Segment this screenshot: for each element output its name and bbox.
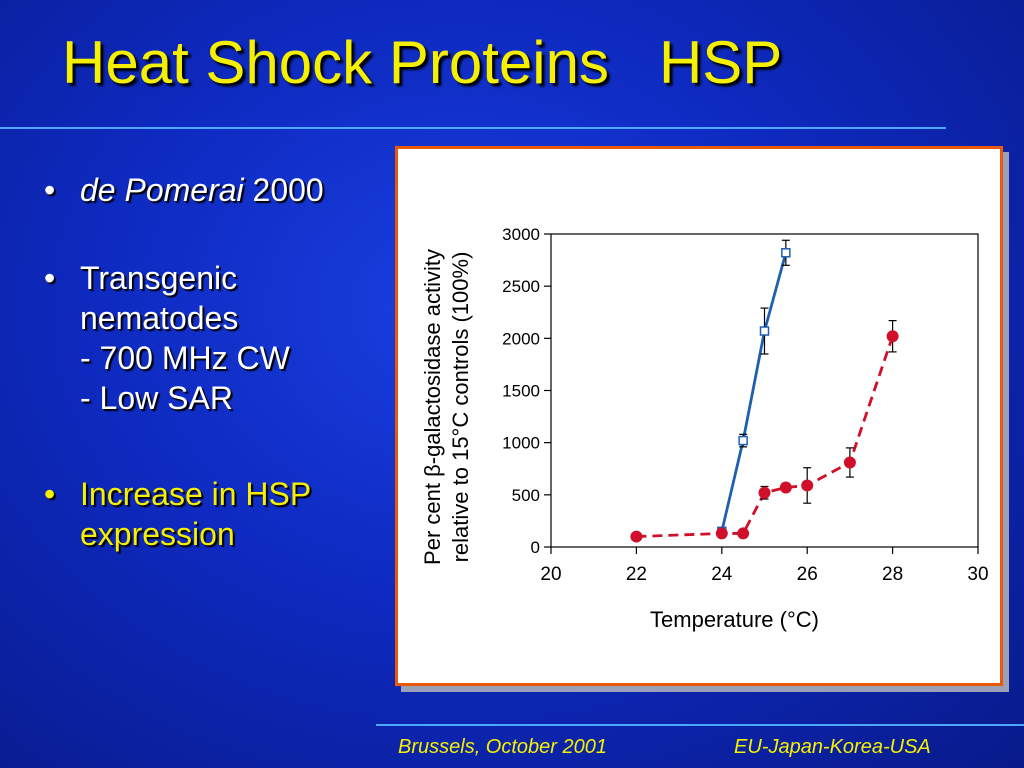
bullet-item-result: • Increase in HSP expression (44, 474, 380, 554)
chart-frame: 20 22 24 26 28 30 0 500 1000 1500 2000 2500 3000 Temp… (395, 146, 1003, 686)
y-tick-label: 3000 (502, 225, 540, 244)
exposure-sar: - Low SAR (80, 380, 233, 416)
series-2-point (779, 481, 792, 494)
y-tick-label: 2000 (502, 329, 540, 348)
slide-title: Heat Shock Proteins HSP (62, 29, 783, 96)
y-tick-label: 0 (531, 538, 540, 557)
subjects-text: Transgenic nematodes (80, 260, 239, 336)
series-2-point (715, 527, 728, 540)
y-axis-label-line-2: relative to 15°C controls (100%) (448, 252, 473, 563)
series-1-line (720, 252, 788, 532)
bullet-item-reference: • de Pomerai 2000 (44, 170, 380, 210)
series-2-point (886, 330, 899, 343)
bullet-item-subjects: • Transgenic nematodes - 700 MHz CW - Low… (44, 258, 380, 418)
series-1-point (781, 248, 791, 258)
y-tick-label: 1500 (502, 382, 540, 401)
x-tick-label: 24 (711, 564, 733, 585)
x-tick-label: 26 (797, 564, 818, 585)
series-2-point (843, 456, 856, 469)
hsp-chart: 20 22 24 26 28 30 0 500 1000 1500 2000 2500 3000 Temp… (420, 225, 989, 632)
result-text: Increase in HSP expression (80, 476, 311, 552)
y-tick-label: 500 (512, 486, 540, 505)
exposure-frequency: - 700 MHz CW (80, 340, 290, 376)
title-divider (0, 127, 946, 129)
footer-divider (376, 724, 1024, 726)
series-1-point (738, 435, 748, 446)
x-tick-label: 22 (626, 564, 647, 585)
y-axis-label-line-1: Per cent β-galactosidase activity (420, 249, 445, 565)
bullet-list: • de Pomerai 2000 • Transgenic nematodes -… (44, 170, 380, 554)
series-2-line (636, 335, 894, 538)
x-tick-label: 20 (540, 564, 561, 585)
y-tick-label: 1000 (502, 434, 540, 453)
x-tick-label: 28 (882, 564, 903, 585)
x-axis-label: Temperature (°C) (650, 607, 819, 632)
footer-partners: EU-Japan-Korea-USA (734, 736, 931, 758)
bullet-marker: • (44, 172, 56, 208)
author-name: de Pomerai (80, 172, 244, 208)
series-2-point (801, 479, 814, 492)
x-tick-label: 30 (967, 564, 988, 585)
series-2-point (737, 527, 750, 540)
bullet-marker: • (44, 476, 56, 512)
series-2-point (630, 530, 643, 543)
series-2-point (758, 486, 771, 499)
bullet-marker: • (44, 260, 56, 296)
y-tick-label: 2500 (502, 277, 540, 296)
plot-area (550, 233, 979, 548)
footer-location-date: Brussels, October 2001 (398, 736, 607, 758)
series-1-point (759, 326, 770, 336)
reference-year: 2000 (243, 172, 324, 208)
